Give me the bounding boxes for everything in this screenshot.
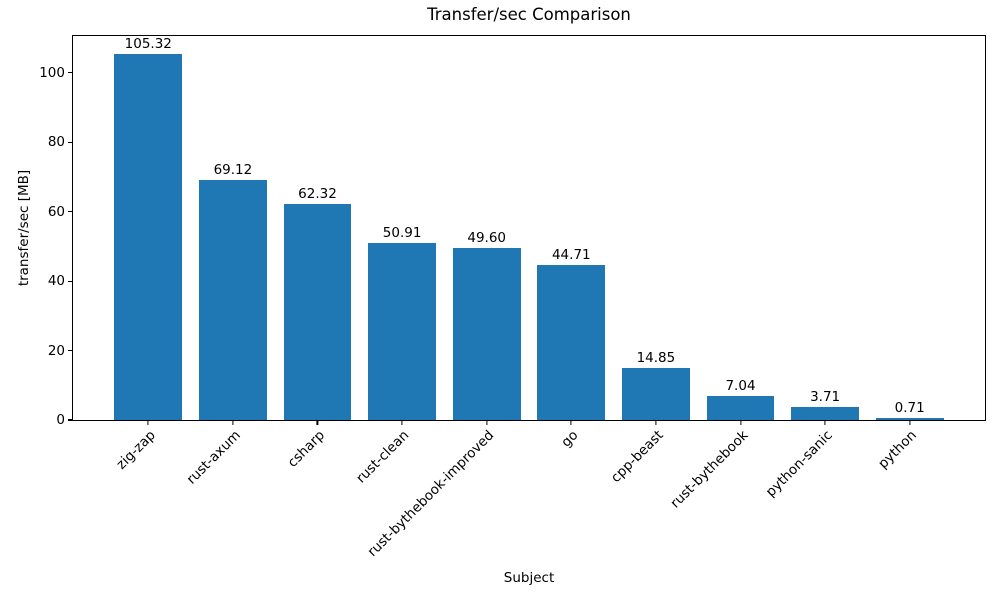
x-tick-label-text: zig-zap <box>113 427 159 473</box>
x-tick-mark <box>655 421 657 425</box>
y-tick-label: 40 <box>47 273 65 290</box>
bar <box>706 395 775 420</box>
bar <box>114 54 183 420</box>
bar-value-label: 44.71 <box>551 246 591 263</box>
y-tick-label: 20 <box>47 342 65 359</box>
bar-value-label: 7.04 <box>725 377 756 394</box>
y-tick-mark <box>68 280 72 282</box>
y-tick-mark <box>68 211 72 213</box>
bar-value-label: 62.32 <box>298 185 337 202</box>
bar-value-label: 50.91 <box>382 225 422 242</box>
x-tick-label-text: rust-bythebook <box>667 427 752 512</box>
x-tick-label-text: python-sanic <box>762 427 836 501</box>
bar <box>875 417 944 420</box>
chart-title: Transfer/sec Comparison <box>427 5 631 24</box>
y-axis-label: transfer/sec [MB] <box>16 169 32 287</box>
y-tick-label: 100 <box>39 64 65 81</box>
x-tick-mark <box>909 421 911 425</box>
bar-value-label: 105.32 <box>124 36 172 53</box>
x-tick-mark <box>824 421 826 425</box>
bar <box>283 203 352 420</box>
plot-area: 0 20 40 60 80 100 105.32 zig-zap 69.12 rust-axum 6… <box>39 35 986 560</box>
y-tick-mark <box>68 141 72 143</box>
y-tick-mark <box>68 349 72 352</box>
y-tick-mark <box>68 419 72 421</box>
bar <box>537 264 606 420</box>
x-tick-label-text: rust-axum <box>183 427 244 488</box>
bar-value-label: 69.12 <box>213 162 253 178</box>
bar-value-label: 0.71 <box>894 399 925 416</box>
x-tick-mark <box>739 421 742 425</box>
x-tick-mark <box>147 421 149 425</box>
bar-value-label: 49.60 <box>467 229 507 246</box>
y-tick-label: 0 <box>56 412 65 428</box>
x-tick-mark <box>316 421 319 425</box>
y-tick-label: 80 <box>47 134 65 151</box>
x-tick-mark <box>486 421 488 425</box>
x-tick-label-text: rust-clean <box>353 427 413 487</box>
x-tick-mark <box>401 421 403 425</box>
bar <box>452 247 521 420</box>
bar <box>622 368 690 420</box>
x-tick-label-text: cpp-beast <box>607 427 667 486</box>
x-tick-mark <box>570 421 572 425</box>
x-tick-label-text: python <box>875 427 921 473</box>
bar-value-label: 14.85 <box>636 350 676 367</box>
bar <box>368 243 436 420</box>
bar <box>791 407 859 420</box>
y-tick-label: 60 <box>47 203 65 220</box>
x-tick-label-text: csharp <box>284 427 329 471</box>
x-tick-label-text: go <box>558 427 582 451</box>
x-tick-mark <box>232 421 234 425</box>
x-axis-label: Subject <box>503 570 555 586</box>
bar-value-label: 3.71 <box>810 389 841 406</box>
y-tick-mark <box>68 72 72 74</box>
bar <box>199 180 267 420</box>
